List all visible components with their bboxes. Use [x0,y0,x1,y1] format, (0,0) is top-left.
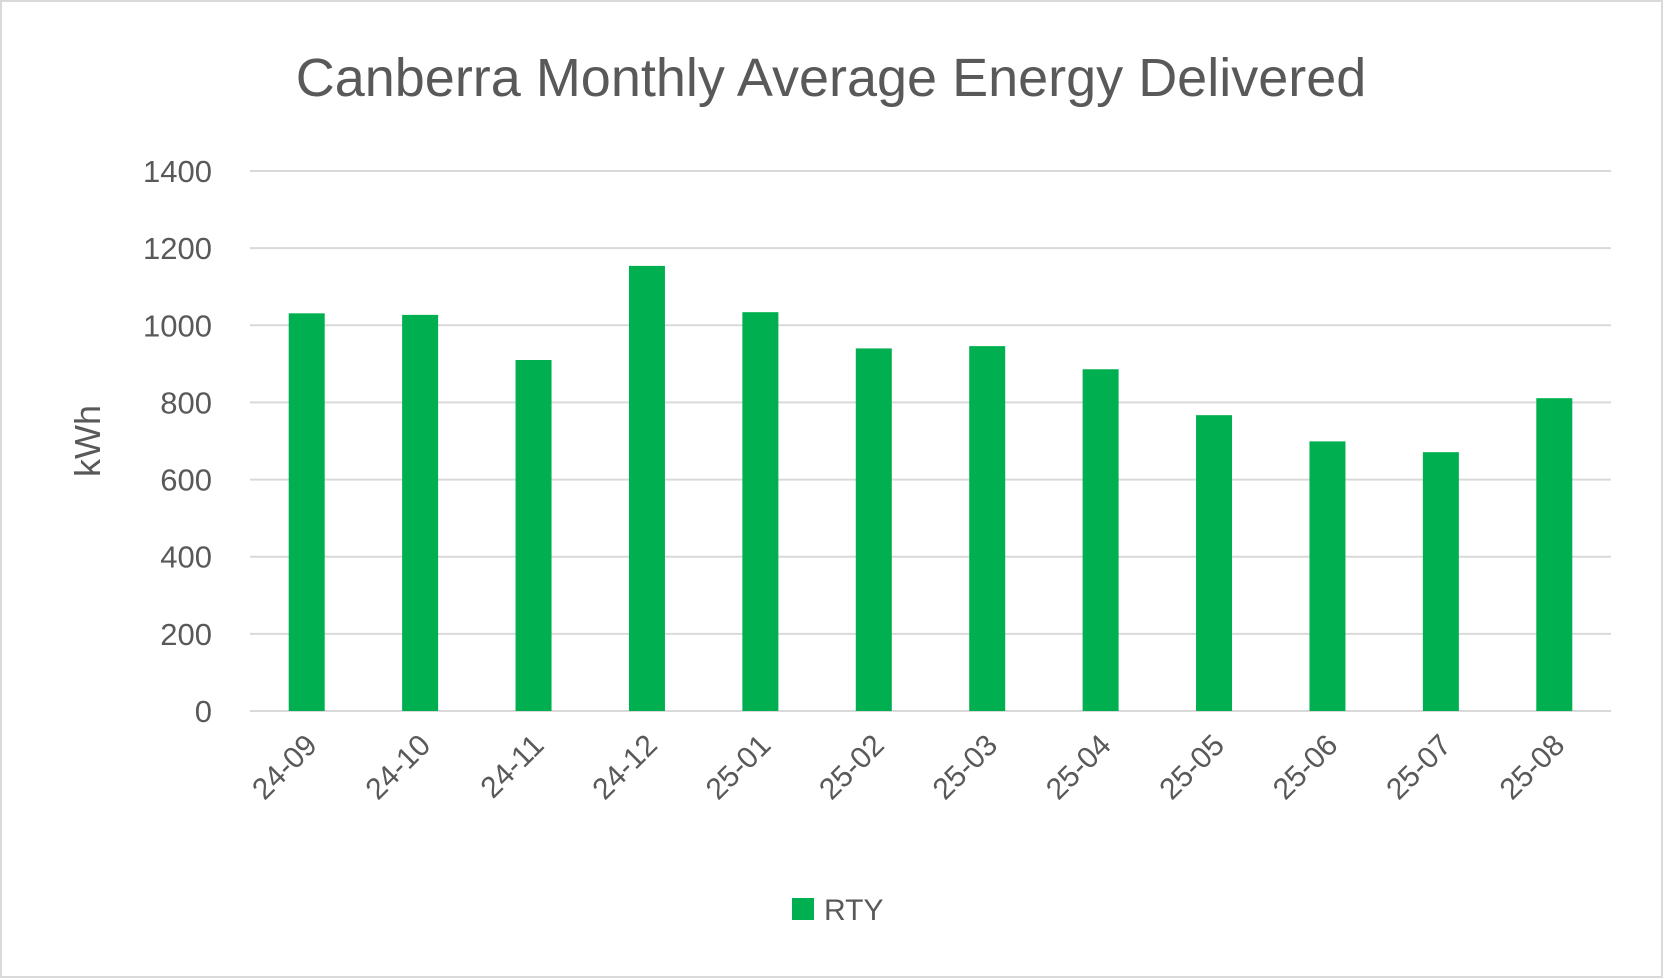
bar-25-02 [855,348,892,711]
bar-25-05 [1196,415,1233,711]
legend-swatch [792,898,814,920]
y-tick-label: 1400 [143,154,212,189]
bar-24-09 [288,313,325,711]
y-tick-label: 800 [160,385,212,420]
bar-25-01 [742,312,779,711]
legend-label: RTY [824,894,883,927]
y-tick-label: 1200 [143,231,212,266]
bar-25-08 [1536,398,1573,711]
legend: RTY [792,894,883,927]
bar-25-03 [969,346,1006,711]
chart-title: Canberra Monthly Average Energy Delivere… [296,48,1367,108]
y-tick-label: 200 [160,617,212,652]
bar-25-06 [1309,441,1346,711]
bar-24-12 [628,265,665,711]
bar-25-07 [1422,452,1459,711]
y-tick-label: 1000 [143,308,212,343]
bar-25-04 [1082,369,1119,711]
y-axis-label: kWh [67,405,108,477]
y-tick-label: 400 [160,540,212,575]
bar-24-10 [402,314,439,711]
bar-24-11 [515,360,552,711]
y-tick-label: 600 [160,463,212,498]
y-tick-label: 0 [195,694,212,729]
